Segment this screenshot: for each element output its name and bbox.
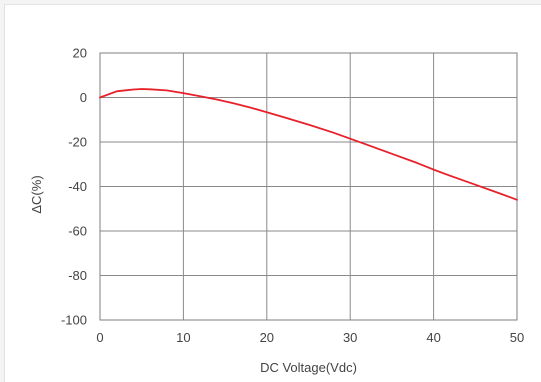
x-tick-label: 50 <box>510 330 524 345</box>
capacitance-change-line <box>99 88 518 201</box>
tick-labels: 0 10 20 30 40 50 20 0 -20 -40 -60 -80 -100 <box>61 46 524 346</box>
x-tick-label: 20 <box>260 330 274 345</box>
series-layer <box>99 88 518 201</box>
y-tick-label: -80 <box>68 268 87 283</box>
y-tick-label: -20 <box>68 135 87 150</box>
x-tick-label: 10 <box>176 330 190 345</box>
y-tick-label: -40 <box>68 179 87 194</box>
x-tick-label: 30 <box>343 330 357 345</box>
chart-panel <box>4 4 541 382</box>
plot-frame <box>99 52 518 321</box>
x-axis-label: DC Voltage(Vdc) <box>260 360 357 375</box>
x-tick-label: 0 <box>96 330 103 345</box>
grid <box>99 52 518 321</box>
x-tick-label: 40 <box>426 330 440 345</box>
y-axis-label: ΔC(%) <box>29 175 44 213</box>
y-tick-label: 20 <box>73 46 87 61</box>
y-tick-label: -60 <box>68 224 87 239</box>
y-tick-label: -100 <box>61 313 87 328</box>
y-tick-label: 0 <box>80 90 87 105</box>
